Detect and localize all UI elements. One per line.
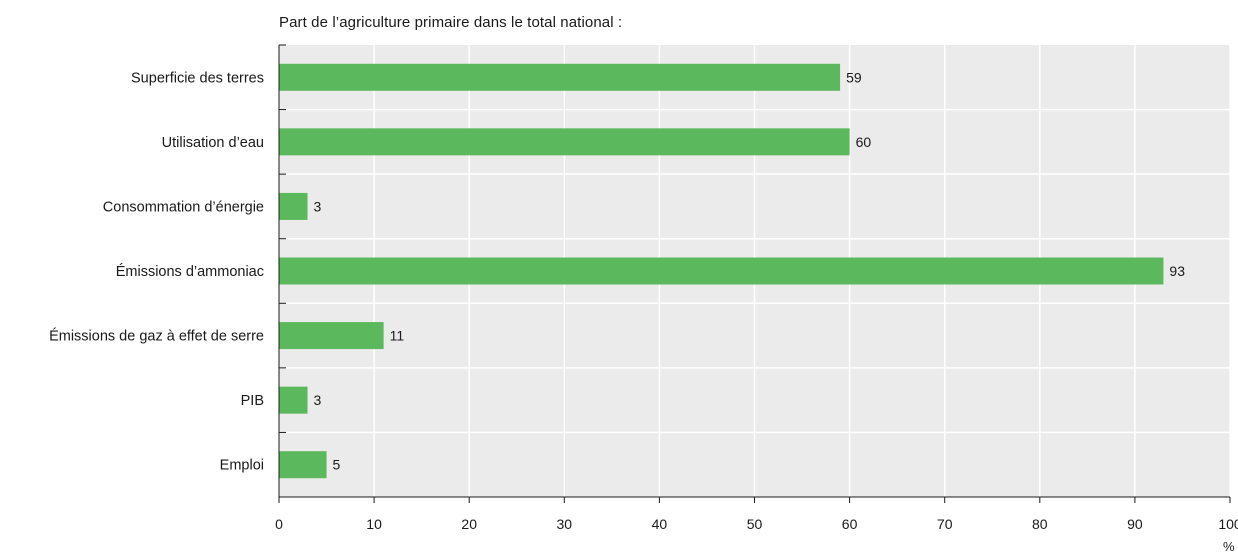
x-tick-label: 50 <box>747 516 763 532</box>
bar-value-label: 93 <box>1169 263 1185 279</box>
axes <box>278 44 1231 503</box>
x-tick-label: 70 <box>937 516 953 532</box>
bar-value-label: 3 <box>314 392 322 408</box>
bar-value-label: 59 <box>846 69 862 85</box>
x-tick-label: 30 <box>557 516 573 532</box>
category-label: Consommation d’énergie <box>103 199 264 215</box>
bar <box>279 63 841 91</box>
category-label: Émissions d’ammoniac <box>116 263 264 280</box>
bar-value-label: 11 <box>390 328 405 344</box>
category-label: Emploi <box>220 458 264 474</box>
bar <box>279 257 1164 285</box>
bar <box>279 322 384 350</box>
chart-title: Part de l’agriculture primaire dans le t… <box>279 14 623 31</box>
bar <box>279 192 308 220</box>
category-label: PIB <box>241 393 264 409</box>
category-label: Utilisation d’eau <box>162 135 264 151</box>
category-label: Émissions de gaz à effet de serre <box>49 328 264 345</box>
x-tick-label: 80 <box>1032 516 1048 532</box>
x-tick-label: 90 <box>1127 516 1143 532</box>
labels: 59 Superficie des terres 60 Utilisation d’e… <box>49 69 1238 532</box>
bar-value-label: 3 <box>314 198 322 214</box>
x-tick-label: 100 <box>1218 516 1238 532</box>
bar <box>279 128 850 156</box>
x-axis-unit-label: % <box>1223 539 1235 554</box>
bar <box>279 386 308 414</box>
x-tick-label: 10 <box>366 516 382 532</box>
x-tick-label: 60 <box>842 516 858 532</box>
x-tick-label: 20 <box>461 516 477 532</box>
x-tick-label: 40 <box>652 516 668 532</box>
x-tick-label: 0 <box>275 516 283 532</box>
bar <box>279 451 327 479</box>
bar-value-label: 5 <box>333 457 341 473</box>
category-label: Superficie des terres <box>131 70 264 86</box>
bar-value-label: 60 <box>856 134 872 150</box>
bars <box>279 63 1164 479</box>
